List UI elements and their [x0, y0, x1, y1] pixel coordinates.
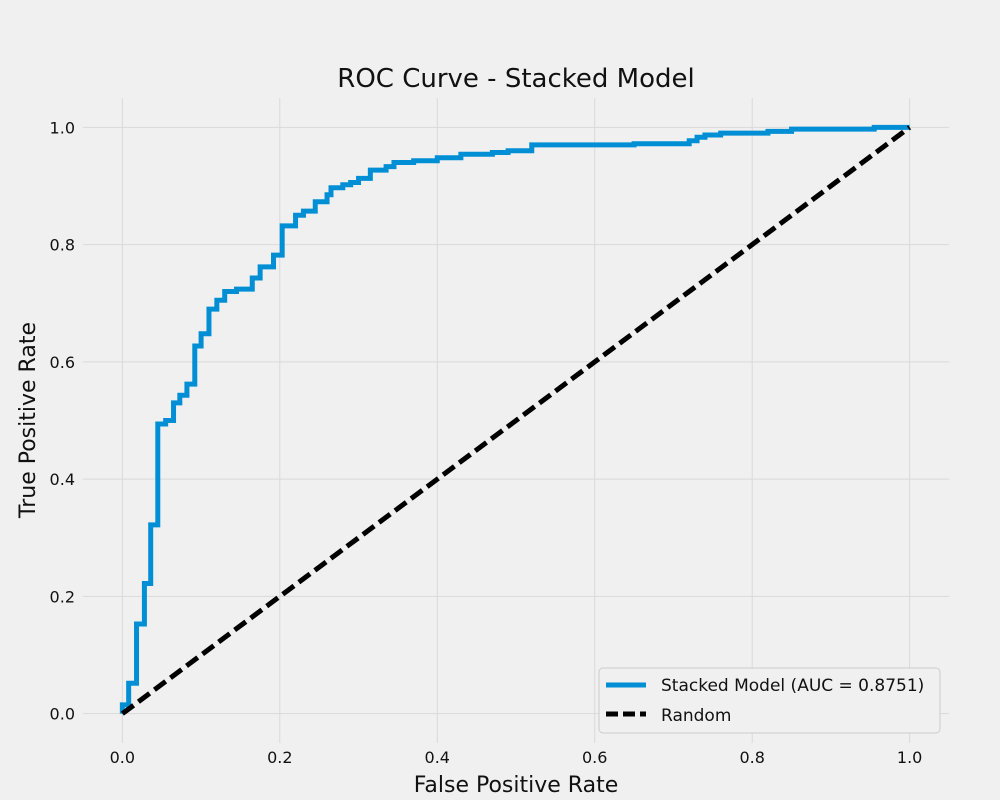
series-line-random: [120, 125, 912, 716]
y-tick-labels: 0.0 0.2 0.4 0.6 0.8 1.0: [50, 118, 75, 723]
legend-label-random: Random: [661, 706, 731, 726]
y-tick-label: 0.0: [50, 705, 75, 724]
legend-label-stacked-model: Stacked Model (AUC = 0.8751): [661, 676, 924, 696]
x-tick-label: 0.6: [582, 748, 607, 767]
chart-title: ROC Curve - Stacked Model: [337, 64, 694, 94]
y-tick-label: 1.0: [50, 118, 75, 137]
x-tick-label: 0.8: [739, 748, 764, 767]
y-tick-label: 0.2: [50, 587, 75, 606]
x-tick-label: 1.0: [897, 748, 922, 767]
series-line-stacked-model: [119, 124, 910, 714]
y-tick-label: 0.8: [50, 236, 75, 255]
x-tick-labels: 0.0 0.2 0.4 0.6 0.8 1.0: [110, 748, 923, 767]
y-tick-label: 0.6: [50, 353, 75, 372]
x-axis-label: False Positive Rate: [414, 773, 618, 798]
legend: Stacked Model (AUC = 0.8751) Random: [598, 667, 941, 734]
x-tick-label: 0.0: [110, 748, 135, 767]
legend-box: [598, 667, 941, 734]
y-axis-label: True Positive Rate: [16, 322, 41, 519]
x-tick-label: 0.2: [267, 748, 292, 767]
y-tick-label: 0.4: [50, 470, 75, 489]
x-tick-label: 0.4: [425, 748, 450, 767]
series-layer: [119, 124, 912, 716]
